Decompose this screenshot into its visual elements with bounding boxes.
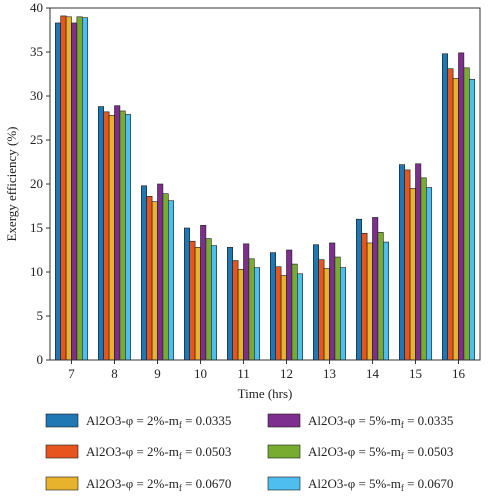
x-tick-label: 14 [366,366,380,381]
bar-14-series-3 [366,242,373,361]
x-tick-label: 13 [323,366,336,381]
bar-8-series-1 [98,106,105,361]
bar-12-series-4 [286,249,293,361]
bar-14-series-5 [377,232,384,361]
bar-16-series-3 [452,78,459,361]
bar-15-series-3 [409,188,416,361]
y-tick-label: 5 [37,308,44,323]
y-tick-label: 10 [30,264,43,279]
x-tick-label: 9 [154,366,161,381]
bar-9-series-1 [141,185,148,361]
y-tick-label: 20 [30,176,43,191]
bar-15-series-2 [404,169,411,361]
bar-7-series-3 [65,16,72,361]
bar-11-series-3 [237,269,244,361]
bar-16-series-1 [441,53,448,361]
bar-12-series-5 [291,263,298,361]
bar-16-series-2 [447,68,454,361]
bar-11-series-1 [227,247,234,361]
bar-12-series-3 [280,275,287,361]
bar-11-series-5 [248,258,255,361]
bar-15-series-4 [415,163,422,361]
bar-13-series-4 [329,242,336,361]
bar-10-series-2 [189,240,196,361]
bar-14-series-6 [382,241,389,361]
x-tick-label: 11 [237,366,250,381]
y-tick-label: 35 [30,44,43,59]
x-axis-ticks: 7 8 9 10 11 12 13 14 15 16 [68,360,466,381]
bar-10-series-1 [184,227,191,361]
x-tick-label: 15 [409,366,422,381]
bar-13-series-6 [339,267,346,361]
bar-13-series-3 [323,268,330,361]
bar-8-series-6 [125,114,132,361]
bar-15-series-5 [420,177,427,361]
x-tick-label: 16 [452,366,466,381]
legend-swatch-2 [45,444,79,459]
bar-12-series-1 [269,252,276,361]
bar-16-series-6 [468,78,475,361]
bar-10-series-5 [205,238,212,361]
bar-12-series-2 [275,266,282,361]
bar-13-series-2 [318,259,325,361]
bar-7-series-4 [71,22,78,361]
bar-11-series-6 [254,267,261,361]
bar-15-series-6 [425,187,432,361]
bar-16-series-5 [463,67,470,361]
bar-15-series-1 [398,164,405,361]
bar-11-series-4 [243,243,250,361]
legend-swatch-4 [267,413,301,428]
bar-10-series-3 [194,247,201,361]
bar-8-series-5 [119,110,126,361]
x-tick-label: 7 [68,366,75,381]
y-tick-label: 30 [30,88,43,103]
bar-9-series-6 [168,200,175,361]
x-tick-label: 8 [111,366,118,381]
bar-11-series-2 [232,260,239,361]
y-axis-title: Exergy efficiency (%) [4,126,19,241]
legend-label-6: Al2O3-φ = 5%-mf = 0.0670 [308,476,453,493]
bar-8-series-2 [103,111,110,361]
bar-7-series-5 [76,16,83,361]
legend-label-1: Al2O3-φ = 2%-mf = 0.0335 [86,413,231,430]
bars-group [54,15,475,361]
y-axis-ticks: 0 5 10 15 20 25 30 35 40 [30,0,50,367]
legend-label-3: Al2O3-φ = 2%-mf = 0.0670 [86,476,231,493]
bar-13-series-5 [334,256,341,361]
x-tick-label: 12 [280,366,293,381]
legend-swatch-1 [45,413,79,428]
legend: Al2O3-φ = 2%-mf = 0.0335 Al2O3-φ = 2%-mf … [45,413,453,493]
bar-10-series-4 [200,225,207,361]
y-tick-label: 40 [30,0,43,15]
x-axis-title: Time (hrs) [238,386,293,401]
bar-7-series-6 [82,17,89,361]
bar-14-series-1 [355,218,362,361]
legend-swatch-5 [267,444,301,459]
legend-label-2: Al2O3-φ = 2%-mf = 0.0503 [86,444,231,461]
bar-16-series-4 [458,52,465,361]
bar-7-series-2 [60,15,67,361]
y-tick-label: 25 [30,132,43,147]
bar-9-series-4 [157,183,164,361]
bar-10-series-6 [211,245,218,361]
legend-label-5: Al2O3-φ = 5%-mf = 0.0503 [308,444,453,461]
bar-9-series-5 [162,193,169,361]
x-tick-label: 10 [194,366,207,381]
bar-14-series-2 [361,232,368,361]
bar-12-series-6 [296,273,303,361]
y-tick-label: 0 [37,352,44,367]
y-tick-label: 15 [30,220,43,235]
plot-frame [49,7,481,361]
bar-8-series-4 [114,105,121,361]
bar-13-series-1 [312,244,319,361]
legend-swatch-3 [45,476,79,491]
bar-14-series-4 [372,217,379,361]
legend-label-4: Al2O3-φ = 5%-mf = 0.0335 [308,413,453,430]
bar-9-series-2 [146,196,153,361]
legend-swatch-6 [267,476,301,491]
bar-9-series-3 [151,201,158,361]
bar-7-series-1 [54,22,61,361]
bar-8-series-3 [108,115,115,361]
